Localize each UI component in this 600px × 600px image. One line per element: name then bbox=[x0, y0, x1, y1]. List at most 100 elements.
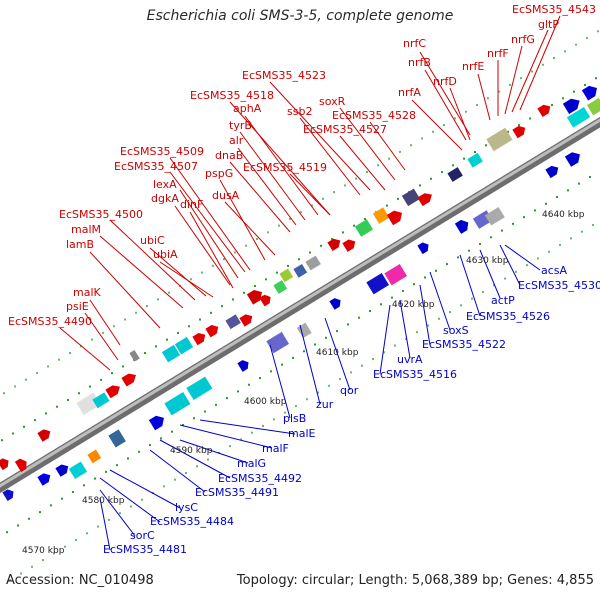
feature-group bbox=[366, 272, 390, 295]
tick-dot bbox=[479, 242, 481, 245]
tick-dot bbox=[556, 196, 558, 199]
tick-dot bbox=[243, 291, 245, 294]
feature-block bbox=[76, 392, 101, 416]
tick-dot bbox=[476, 103, 478, 106]
tick-dot bbox=[320, 244, 322, 247]
feature-block bbox=[484, 206, 505, 226]
feature-arrow bbox=[237, 360, 249, 372]
tick-dot bbox=[94, 477, 96, 480]
tick-dot bbox=[452, 164, 454, 167]
leader-line bbox=[169, 157, 251, 271]
feature-group bbox=[486, 127, 513, 152]
tick-dot bbox=[69, 351, 71, 354]
tick-dot bbox=[146, 305, 148, 308]
feature-group bbox=[266, 331, 290, 354]
tick-dot bbox=[531, 70, 533, 73]
feature-arrow bbox=[259, 294, 271, 307]
leader-line bbox=[99, 497, 111, 551]
tick-dot bbox=[512, 222, 514, 225]
gene-label: ubiA bbox=[153, 248, 178, 261]
tick-dot bbox=[424, 276, 426, 279]
tick-dot bbox=[223, 258, 225, 261]
feature-group bbox=[225, 314, 241, 330]
feature-group bbox=[186, 376, 213, 401]
feature-arrow bbox=[545, 165, 559, 179]
tick-dot bbox=[553, 57, 555, 60]
tick-dot bbox=[485, 144, 487, 147]
tick-dot bbox=[465, 110, 467, 113]
tick-dot bbox=[185, 471, 187, 474]
gene-label: tyrB bbox=[229, 119, 252, 132]
feature-block bbox=[296, 322, 312, 339]
gene-label: EcSMS35_4528 bbox=[332, 109, 416, 122]
tick-dot bbox=[421, 137, 423, 140]
gene-label: EcSMS35_4530 bbox=[518, 279, 600, 292]
tick-dot bbox=[100, 378, 102, 381]
feature-arrow bbox=[417, 242, 429, 255]
tick-dot bbox=[237, 390, 239, 393]
feature-block bbox=[174, 336, 194, 355]
tick-label-4640: 4640 kbp bbox=[542, 210, 585, 220]
gene-label: dnaB bbox=[215, 149, 243, 162]
feature-block bbox=[447, 167, 463, 182]
tick-dot bbox=[380, 303, 382, 306]
tick-dot bbox=[402, 289, 404, 292]
gene-label: malK bbox=[73, 286, 102, 299]
tick-dot bbox=[34, 419, 36, 422]
feature-block bbox=[129, 349, 140, 362]
feature-arrow bbox=[581, 85, 597, 101]
tick-dot bbox=[20, 572, 22, 575]
feature-block bbox=[225, 314, 241, 330]
tick-dot bbox=[6, 531, 8, 534]
tick-dot bbox=[446, 263, 448, 266]
feature-group bbox=[0, 458, 9, 471]
feature-arrow bbox=[329, 298, 341, 310]
leader-line bbox=[149, 247, 207, 297]
tick-dot bbox=[369, 310, 371, 312]
leader-line bbox=[229, 101, 331, 216]
tick-dot bbox=[226, 397, 228, 400]
tick-dot bbox=[127, 457, 129, 460]
tick-dot bbox=[435, 269, 437, 272]
tick-dot bbox=[523, 216, 525, 219]
feature-block bbox=[305, 255, 321, 271]
tick-dot bbox=[344, 184, 346, 187]
gene-label: malF bbox=[262, 442, 289, 455]
tick-dot bbox=[309, 251, 311, 254]
gene-label: lysC bbox=[175, 501, 198, 514]
tick-dot bbox=[443, 124, 445, 127]
tick-dot bbox=[1, 439, 3, 442]
feature-block bbox=[366, 272, 390, 295]
feature-group bbox=[417, 242, 429, 255]
tick-dot bbox=[471, 297, 473, 300]
feature-arrow bbox=[342, 239, 356, 252]
tick-dot bbox=[551, 104, 553, 107]
feature-group bbox=[192, 332, 206, 346]
tick-dot bbox=[3, 392, 5, 395]
leader-line bbox=[419, 51, 471, 136]
leader-line bbox=[499, 244, 521, 286]
tick-dot bbox=[507, 130, 509, 133]
tick-dot bbox=[419, 184, 421, 187]
tick-dot bbox=[17, 524, 19, 527]
tick-dot bbox=[306, 398, 308, 401]
tick-dot bbox=[562, 97, 564, 100]
tick-dot bbox=[498, 90, 500, 93]
tick-dot bbox=[265, 278, 267, 281]
tick-dot bbox=[545, 202, 547, 205]
tick-dot bbox=[45, 412, 47, 415]
gene-label: psiE bbox=[66, 300, 89, 313]
tick-dot bbox=[542, 63, 544, 66]
leader-line bbox=[109, 469, 181, 509]
tick-label-4570: 4570 kbp bbox=[22, 546, 65, 556]
gene-label: EcSMS35_4491 bbox=[195, 486, 279, 499]
leader-line bbox=[339, 135, 386, 191]
leader-line bbox=[229, 161, 291, 233]
leader-line bbox=[479, 249, 501, 299]
tick-dot bbox=[361, 364, 363, 367]
tick-dot bbox=[515, 270, 517, 273]
feature-arrow bbox=[512, 125, 526, 139]
gene-label: dusA bbox=[212, 189, 240, 202]
tick-dot bbox=[111, 372, 113, 375]
tick-dot bbox=[597, 30, 599, 33]
